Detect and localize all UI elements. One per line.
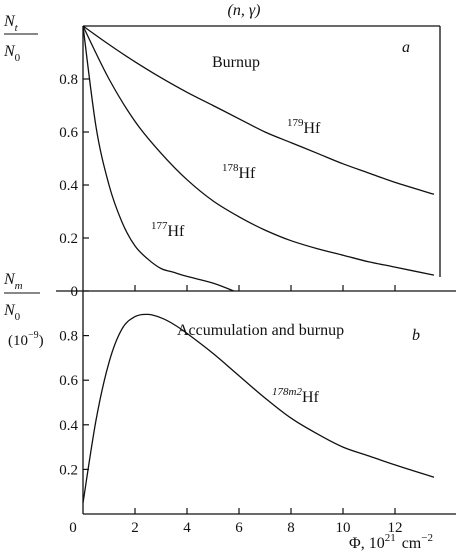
x-axis-label: Φ, 1021 cm−2 (349, 532, 433, 552)
series-line-178m2hf (82, 313, 435, 504)
series-label-178m2hf: 178m2Hf (272, 386, 320, 406)
ticks: 0 0.2 0.4 0.6 0.8 0.2 0.4 0.6 0.8 0 2 4 6 8 10 12 (59, 72, 402, 536)
y-tick-label: 0.2 (59, 231, 78, 247)
series-label-177hf: 177Hf (151, 220, 185, 240)
series-line-178hf (82, 25, 435, 276)
x-tick-label: 2 (131, 520, 139, 536)
axes (56, 25, 456, 515)
y-tick-label: 0.8 (59, 72, 78, 88)
y-tick-label: 0 (71, 284, 79, 300)
panel-b-scale: (10−9) (8, 330, 44, 349)
x-tick-label: 10 (336, 520, 351, 536)
svg-text:Nm: Nm (3, 271, 23, 292)
svg-text:N0: N0 (3, 302, 21, 323)
svg-text:Nt: Nt (3, 13, 19, 34)
y-tick-label: 0.4 (59, 418, 78, 434)
series-line-177hf (82, 25, 235, 292)
series (82, 25, 435, 504)
reaction-label: (n, γ) (228, 2, 261, 19)
x-tick-label: 6 (235, 520, 243, 536)
panel-b-ylabel: Nm N0 (10−9) (3, 271, 44, 349)
x-tick-label: 0 (69, 520, 77, 536)
x-tick-label: 4 (183, 520, 191, 536)
svg-text:N0: N0 (3, 43, 21, 64)
series-label-179hf: 179Hf (287, 117, 321, 137)
panel-b-letter: b (412, 327, 420, 344)
x-tick-label: 12 (388, 520, 403, 536)
y-tick-label: 0.6 (59, 373, 78, 389)
series-label-178hf: 178Hf (222, 162, 256, 182)
panel-b-title: Accumulation and burnup (177, 322, 344, 339)
y-tick-label: 0.4 (59, 178, 78, 194)
y-tick-label: 0.2 (59, 462, 78, 478)
y-tick-label: 0.6 (59, 125, 78, 141)
y-tick-label: 0.8 (59, 329, 78, 345)
panel-a-letter: a (402, 39, 410, 56)
series-line-179hf (82, 25, 435, 195)
x-tick-label: 8 (287, 520, 295, 536)
panel-a-title: Burnup (212, 54, 260, 71)
panel-a-ylabel: Nt N0 (3, 13, 38, 64)
